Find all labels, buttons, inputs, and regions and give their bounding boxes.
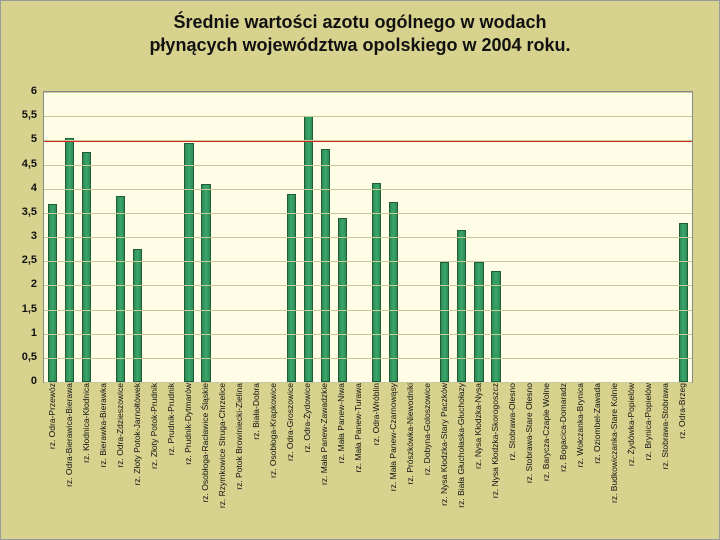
- x-tick-label: rz. Barycza-Czaple Wolne: [541, 383, 551, 481]
- bar: [491, 271, 500, 382]
- bar: [440, 262, 449, 382]
- plot-area: [43, 91, 693, 383]
- chart-title: Średnie wartości azotu ogólnego w wodach…: [1, 11, 719, 56]
- x-tick-label: rz. Nysa Kłodzka-Skorogoszcz: [490, 383, 500, 498]
- x-tick-label: rz. Odra-Brzeg: [677, 383, 687, 439]
- x-tick-label: rz. Mała Panew-Zawadzkie: [319, 383, 329, 485]
- grid-line: [44, 237, 692, 238]
- grid-line: [44, 116, 692, 117]
- y-tick-label: 5,5: [3, 109, 37, 121]
- x-tick-label: rz. Stobrawa-Stare Olesno: [524, 383, 534, 483]
- x-tick-label: rz. Odra-Żydowice: [302, 383, 312, 452]
- grid-line: [44, 189, 692, 190]
- x-tick-label: rz. Odra-Zdzieszowice: [115, 383, 125, 468]
- x-tick-label: rz. Rzymkowice Struga-Chrzelice: [217, 383, 227, 508]
- y-tick-label: 0,5: [3, 351, 37, 363]
- x-tick-label: rz. Stobrawa-Stobrawa: [660, 383, 670, 469]
- chart-frame: Średnie wartości azotu ogólnego w wodach…: [0, 0, 720, 540]
- bar: [287, 194, 296, 383]
- x-tick-label: rz. Potok Browiniecki-Zielina: [234, 383, 244, 490]
- title-line-1: Średnie wartości azotu ogólnego w wodach: [173, 12, 546, 32]
- x-tick-label: rz. Bogacica-Domaradz: [558, 383, 568, 472]
- grid-line: [44, 165, 692, 166]
- x-tick-label: rz. Osobłoga-Racławice Śląskie: [200, 383, 210, 503]
- bar: [116, 196, 125, 382]
- y-tick-label: 1,5: [3, 303, 37, 315]
- bar: [65, 138, 74, 382]
- x-tick-label: rz. Mała Panew-Turawa: [353, 383, 363, 472]
- grid-line: [44, 213, 692, 214]
- x-axis-labels: rz. Odra-Przewóz rz. Odra-Bierawica-Biera…: [43, 383, 691, 533]
- y-tick-label: 6: [3, 85, 37, 97]
- x-tick-label: rz. Odra-Wróblin: [371, 383, 381, 445]
- bar: [457, 230, 466, 382]
- bar: [184, 143, 193, 382]
- y-tick-label: 4,5: [3, 158, 37, 170]
- bar: [389, 202, 398, 382]
- x-tick-label: rz. Kłodnica-Kłodnica: [81, 383, 91, 463]
- x-tick-label: rz. Prószkówka-Niewodniki: [405, 383, 415, 485]
- x-tick-label: rz. Brynica-Popielów: [643, 383, 653, 460]
- grid-line: [44, 310, 692, 311]
- bar: [474, 262, 483, 382]
- bar: [48, 204, 57, 382]
- x-tick-label: rz. Złoty Potok-Prudnik: [149, 383, 159, 469]
- x-tick-label: rz. Złoty Potok-Jarnołtówek: [132, 383, 142, 486]
- grid-line: [44, 140, 692, 141]
- grid-line: [44, 261, 692, 262]
- bar: [321, 149, 330, 382]
- grid-line: [44, 358, 692, 359]
- bar: [304, 116, 313, 382]
- x-tick-label: rz. Odra-Bierawica-Bierawa: [64, 383, 74, 487]
- y-tick-label: 1: [3, 327, 37, 339]
- x-tick-label: rz. Dobyna-Goloszowice: [422, 383, 432, 475]
- x-tick-label: rz. Oziombel-Zawada: [592, 383, 602, 464]
- x-tick-label: rz. Osobłoga-Krapkowice: [268, 383, 278, 478]
- y-tick-label: 0: [3, 375, 37, 387]
- x-tick-label: rz. Wołczanka-Brynica: [575, 383, 585, 467]
- x-tick-label: rz. Prudnik-Prudnik: [166, 383, 176, 455]
- x-tick-label: rz. Prudnik-Dytmarów: [183, 383, 193, 465]
- x-tick-label: rz. Nysa Kłodzka-Nysa: [473, 383, 483, 469]
- x-tick-label: rz. Odra-Groszowice: [285, 383, 295, 461]
- x-tick-label: rz. Stobrawa-Olesno: [507, 383, 517, 460]
- x-tick-label: rz. Budkowiczanka-Stare Kolnie: [609, 383, 619, 503]
- title-line-2: płynących województwa opolskiego w 2004 …: [149, 35, 570, 55]
- y-tick-label: 4: [3, 182, 37, 194]
- bar: [82, 152, 91, 382]
- y-tick-label: 3: [3, 230, 37, 242]
- x-tick-label: rz. Biała Głuchołaska-Głuchołazy: [456, 383, 466, 508]
- x-tick-label: rz. Biała-Dobra: [251, 383, 261, 440]
- x-tick-label: rz. Mała Panew-Czarnowąsy: [388, 383, 398, 491]
- x-tick-label: rz. Nysa Kłodzka-Stary Paczków: [439, 383, 449, 506]
- x-tick-label: rz. Żydówka-Popielów: [626, 383, 636, 466]
- grid-line: [44, 92, 692, 93]
- y-tick-label: 3,5: [3, 206, 37, 218]
- y-tick-label: 2,5: [3, 254, 37, 266]
- y-tick-label: 2: [3, 278, 37, 290]
- bar: [133, 249, 142, 382]
- y-tick-label: 5: [3, 133, 37, 145]
- grid-line: [44, 285, 692, 286]
- grid-line: [44, 334, 692, 335]
- x-tick-label: rz. Mała Panew-Niwa: [336, 383, 346, 463]
- x-tick-label: rz. Odra-Przewóz: [47, 383, 57, 449]
- x-tick-label: rz. Bierawka-Bierawka: [98, 383, 108, 468]
